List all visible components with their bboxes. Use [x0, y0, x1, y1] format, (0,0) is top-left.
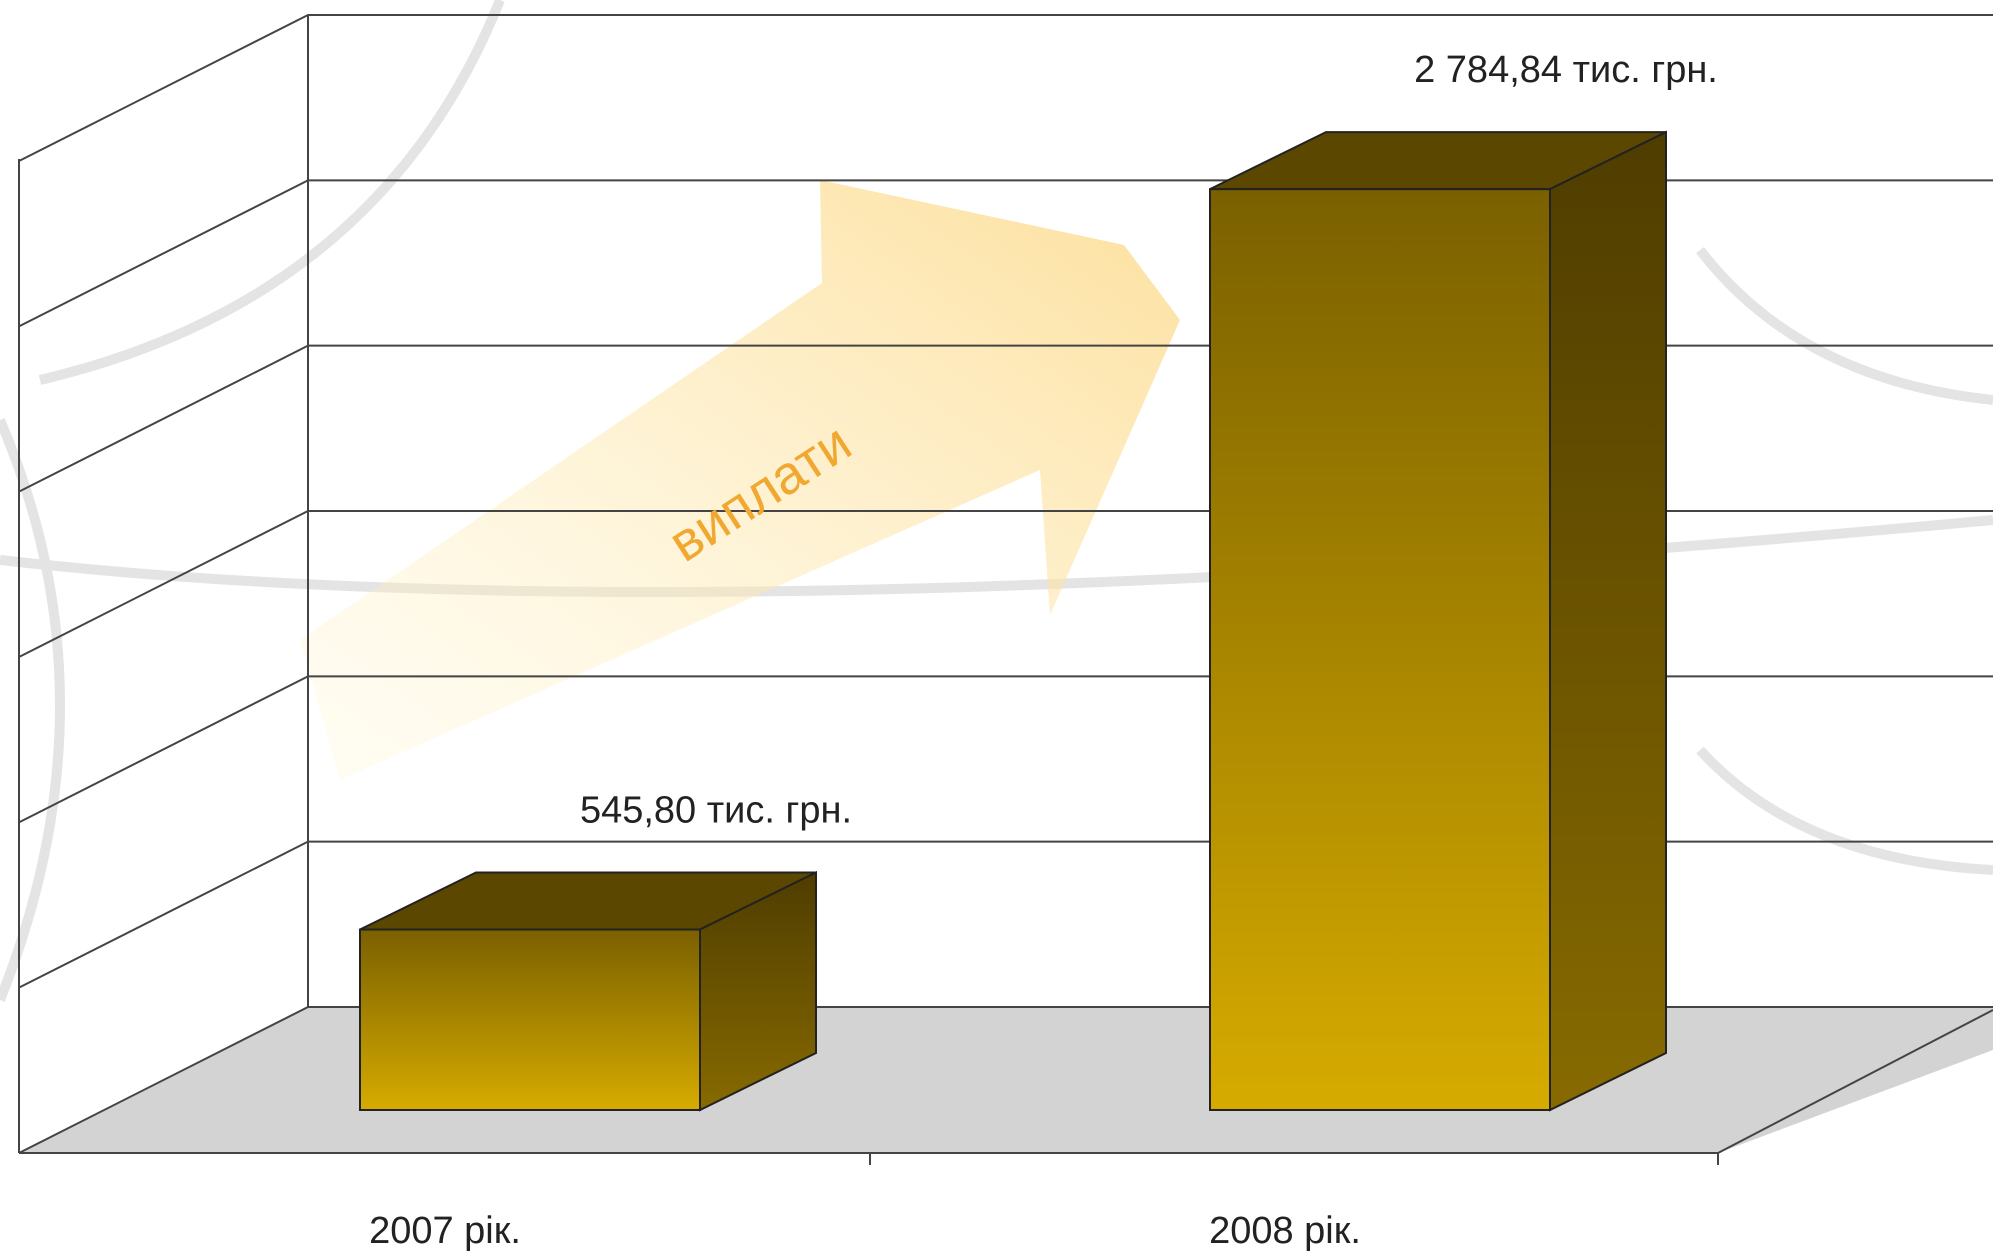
- bar-side: [1549, 130, 1667, 1112]
- bars: [359, 130, 1667, 1112]
- grid-line: [18, 840, 1993, 989]
- value-label: 545,80 тис. грн.: [580, 790, 852, 832]
- grid-line: [18, 14, 1993, 162]
- floor: [19, 1007, 1993, 1153]
- trend-arrow: [300, 180, 1180, 780]
- bar: [1209, 188, 1551, 1111]
- bar: [359, 928, 701, 1112]
- x-tick-label: 2007 рік.: [369, 1210, 521, 1252]
- background-decor: [0, 0, 1993, 1002]
- value-label: 2 784,84 тис. грн.: [1414, 49, 1718, 91]
- grid-line: [18, 675, 1993, 824]
- x-tick-label: 2008 рік.: [1209, 1210, 1361, 1252]
